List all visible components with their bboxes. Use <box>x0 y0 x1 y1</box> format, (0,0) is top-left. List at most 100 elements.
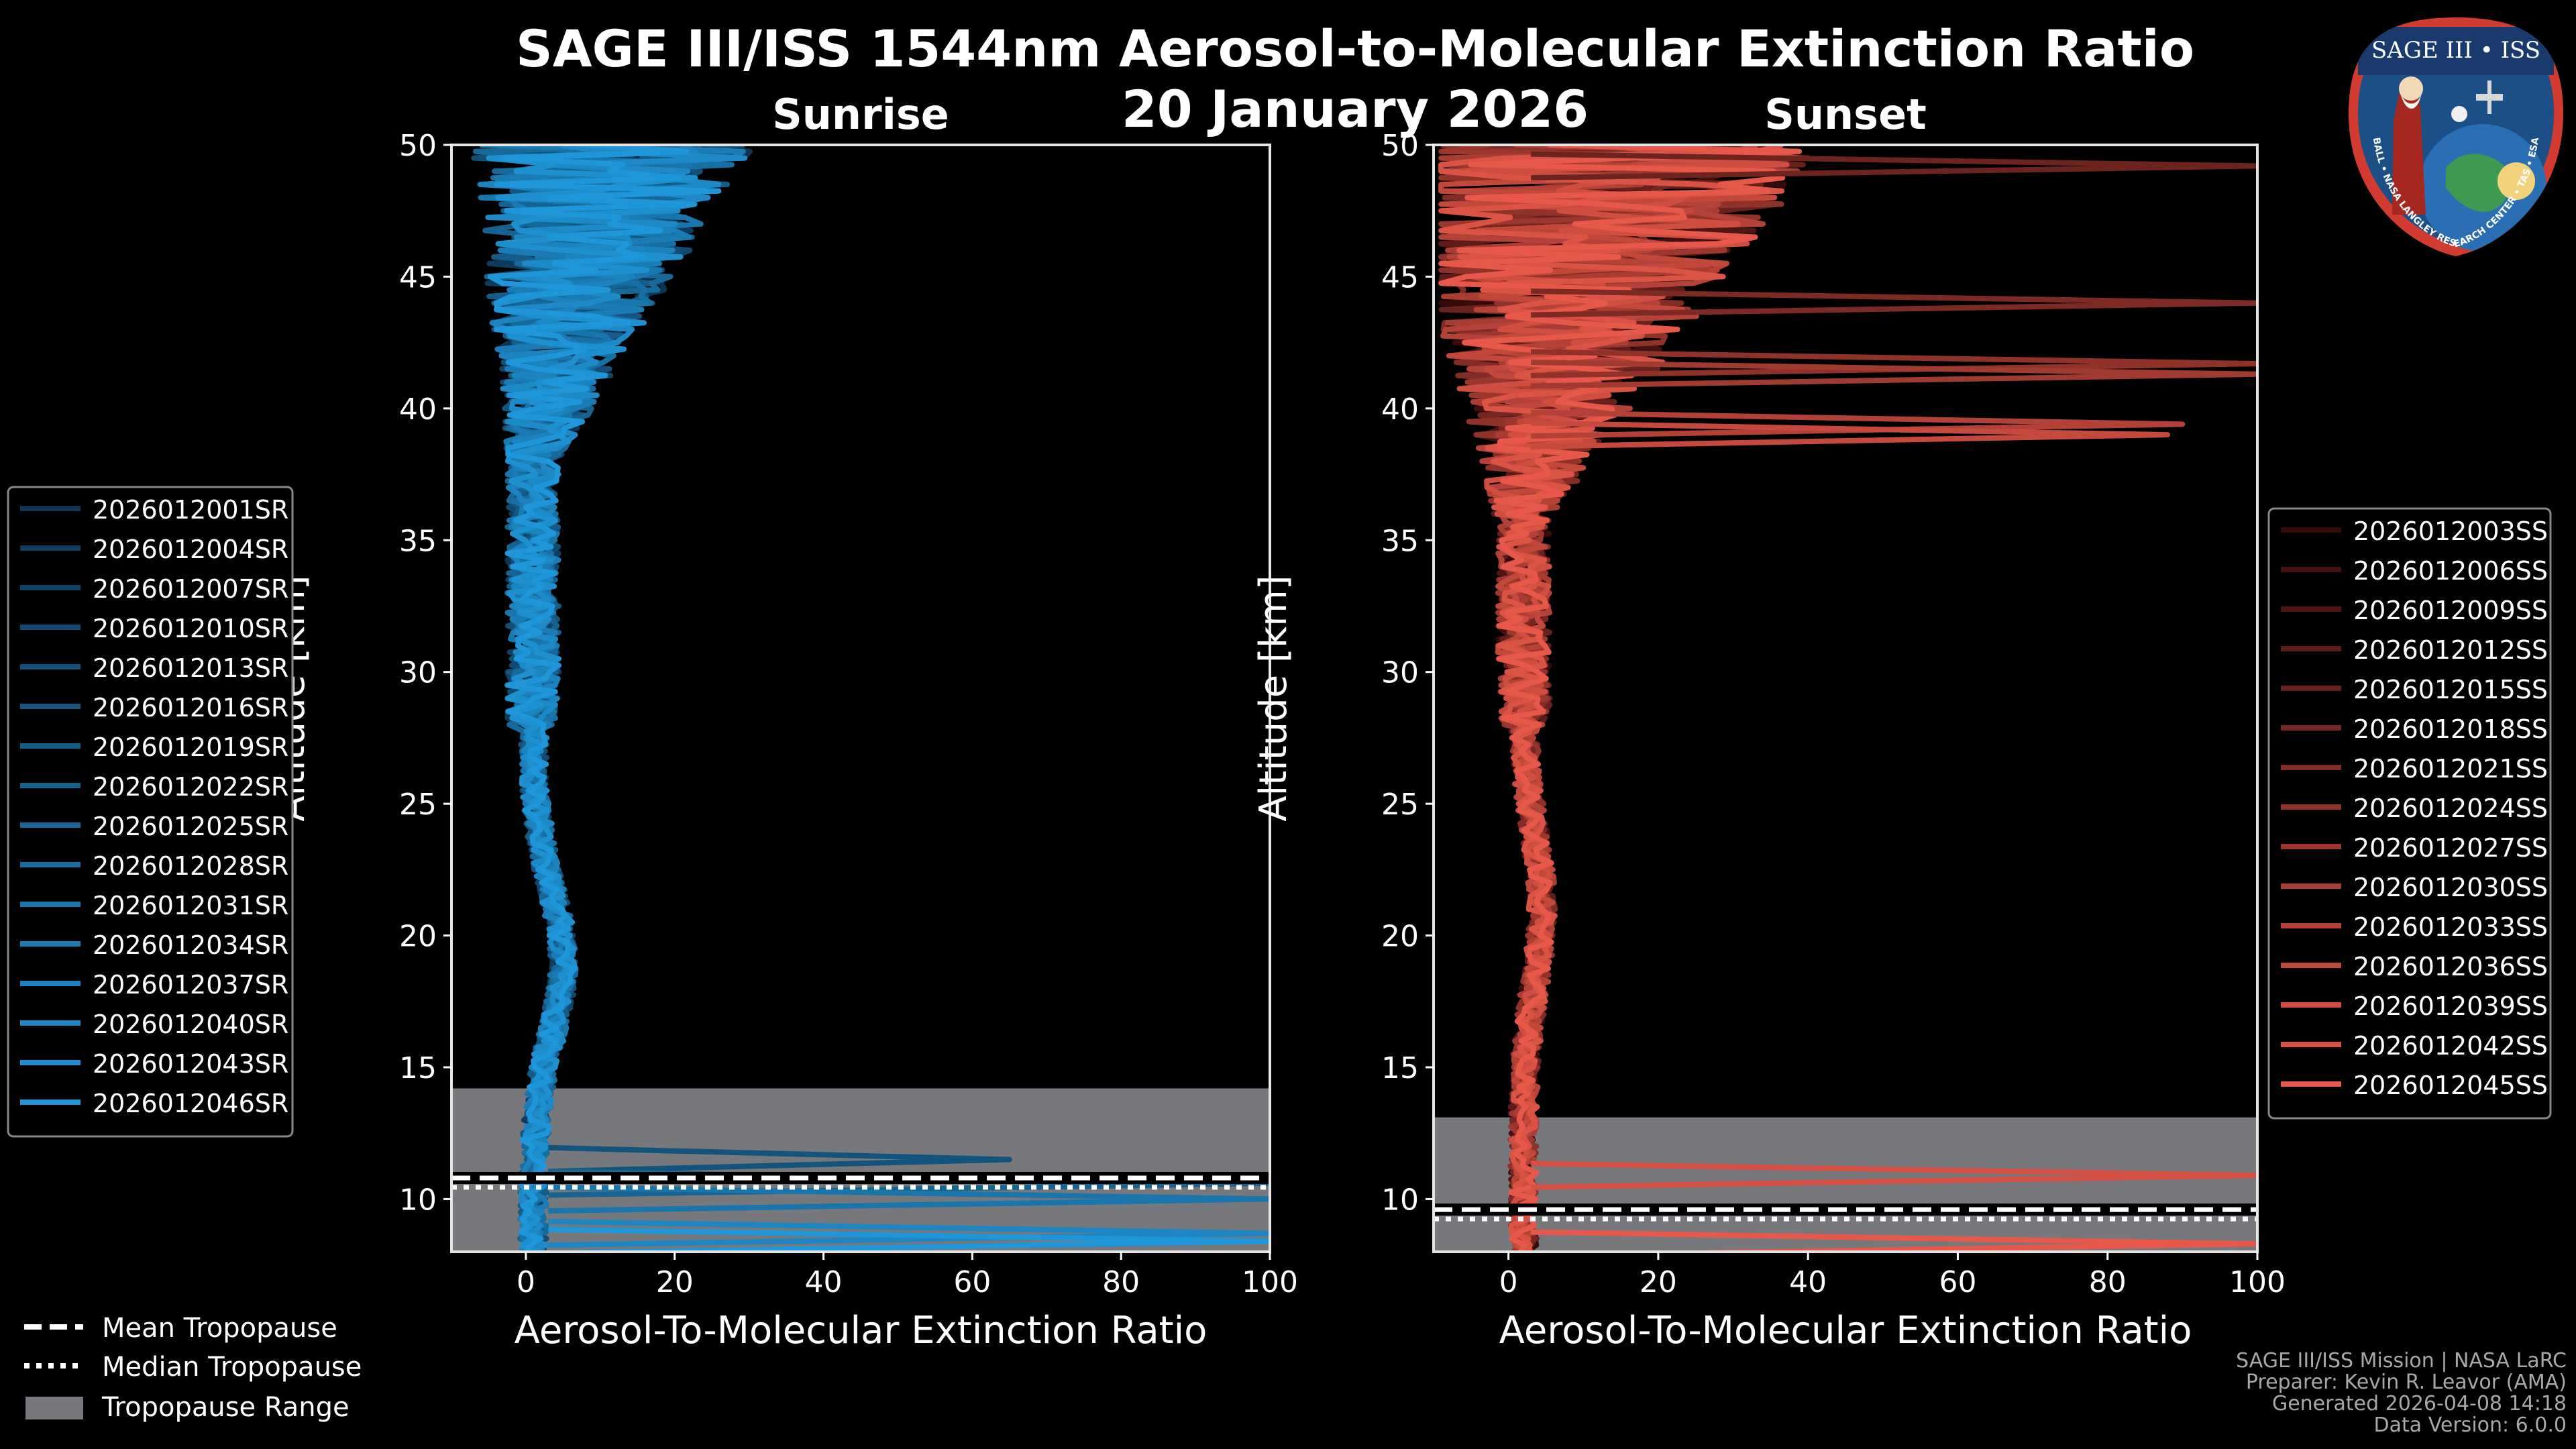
sunset-profile <box>1438 145 1784 1252</box>
footer-line2: Preparer: Kevin R. Leavor (AMA) <box>2246 1371 2567 1394</box>
sunset-y-tick-label: 10 <box>1381 1183 1419 1217</box>
sunrise-y-tick-label: 40 <box>399 392 437 427</box>
sunset-legend-label: 2026012015SS <box>2353 675 2548 704</box>
sunset-x-tick-label: 20 <box>1640 1265 1677 1299</box>
sunset-y-tick-label: 30 <box>1381 656 1419 690</box>
sunrise-panel: 0 20 40 60 80 100 10 15 20 25 30 35 40 45 50 Sunrise Aer… <box>7 90 1298 1352</box>
sunrise-y-tick-label: 25 <box>399 788 437 822</box>
sunset-legend-label: 2026012030SS <box>2353 873 2548 902</box>
sunrise-profile-spike <box>548 1218 1270 1248</box>
legend-median-label: Median Tropopause <box>102 1352 362 1383</box>
sunset-profile-spike <box>1531 288 2257 318</box>
sunrise-profile <box>486 145 698 1252</box>
sunrise-x-axis-label: Aerosol-To-Molecular Extinction Ratio <box>515 1309 1208 1352</box>
sunset-y-tick-label: 40 <box>1381 392 1419 427</box>
sunset-profile <box>1438 145 1802 1252</box>
sunrise-legend-label: 2026012028SR <box>93 851 288 881</box>
legend-mean-label: Mean Tropopause <box>102 1313 337 1344</box>
sunset-profiles <box>1438 145 2257 1252</box>
sunrise-y-tick-label: 30 <box>399 656 437 690</box>
sunrise-legend-label: 2026012013SR <box>93 653 288 683</box>
sunrise-x-tick-label: 20 <box>656 1265 694 1299</box>
mission-patch-icon: SAGE III • ISS BALL • NASA LANGLEY RESEA… <box>2349 17 2563 256</box>
sunset-x-tick-label: 60 <box>1939 1265 1976 1299</box>
sunset-y-tick-label: 45 <box>1381 260 1419 294</box>
sunrise-y-tick-label: 10 <box>399 1183 437 1217</box>
sunset-profile-spike <box>1531 1161 2257 1190</box>
sunrise-legend-label: 2026012046SR <box>93 1089 288 1118</box>
sunset-legend-label: 2026012027SS <box>2353 833 2548 863</box>
footer-line4: Data Version: 6.0.0 <box>2374 1413 2567 1437</box>
sunrise-legend-label: 2026012016SR <box>93 693 288 722</box>
sunrise-legend-box <box>7 486 294 1138</box>
sunset-legend-label: 2026012039SS <box>2353 991 2548 1021</box>
sunrise-y-tick-label: 20 <box>399 920 437 954</box>
sunrise-legend-label: 2026012025SR <box>93 812 288 841</box>
sunset-legend-label: 2026012024SS <box>2353 794 2548 823</box>
sunrise-legend: 2026012001SR 2026012004SR 2026012007SR 2026… <box>7 486 294 1138</box>
sunset-legend-label: 2026012006SS <box>2353 556 2548 586</box>
sunrise-legend-label: 2026012010SR <box>93 614 288 643</box>
sunset-y-tick-label: 35 <box>1381 524 1419 558</box>
footer-line3: Generated 2026-04-08 14:18 <box>2272 1392 2567 1415</box>
sunset-y-tick-label: 20 <box>1381 920 1419 954</box>
sunset-profile-spike <box>1531 151 2257 181</box>
sunrise-legend-label: 2026012022SR <box>93 772 288 802</box>
sunset-legend-label: 2026012018SS <box>2353 714 2548 744</box>
sunset-legend-label: 2026012036SS <box>2353 952 2548 981</box>
sunrise-x-tick-label: 100 <box>1242 1265 1298 1299</box>
sunset-profile-spike <box>1531 420 2170 449</box>
sunset-legend-label: 2026012012SS <box>2353 635 2548 665</box>
sunrise-legend-label: 2026012007SR <box>93 574 288 604</box>
sunset-y-axis-label: Altitude [km] <box>1252 575 1295 821</box>
sunset-x-tick-label: 80 <box>2089 1265 2127 1299</box>
chart-title: SAGE III/ISS 1544nm Aerosol-to-Molecular… <box>515 19 2195 78</box>
sunset-x-tick-label: 0 <box>1499 1265 1518 1299</box>
sunset-legend-label: 2026012003SS <box>2353 517 2548 546</box>
sunrise-profile <box>487 145 722 1252</box>
sunset-x-tick-label: 40 <box>1789 1265 1827 1299</box>
chart-subtitle: 20 January 2026 <box>1121 79 1589 139</box>
sunrise-legend-label: 2026012004SR <box>93 535 288 564</box>
sunset-title: Sunset <box>1764 90 1927 139</box>
footer-credits: SAGE III/ISS Mission | NASA LaRCPreparer… <box>2236 1349 2567 1437</box>
sunset-legend-label: 2026012009SS <box>2353 596 2548 625</box>
sunrise-title: Sunrise <box>772 90 949 139</box>
sunrise-x-tick-label: 60 <box>953 1265 991 1299</box>
sunrise-profiles <box>471 145 1270 1252</box>
sunset-legend: 2026012003SS 2026012006SS 2026012009SS 2026… <box>2267 507 2552 1120</box>
sunrise-y-tick-label: 45 <box>399 260 437 294</box>
sunrise-profile-spike <box>548 1184 1270 1214</box>
sunset-y-tick-label: 15 <box>1381 1051 1419 1085</box>
sunset-profile-spike <box>1531 349 2257 378</box>
sunrise-y-tick-label: 35 <box>399 524 437 558</box>
legend-range-swatch <box>25 1397 83 1419</box>
sunrise-legend-label: 2026012043SR <box>93 1049 288 1079</box>
sunset-legend-label: 2026012042SS <box>2353 1031 2548 1061</box>
sunset-panel: 0 20 40 60 80 100 10 15 20 25 30 35 40 45 50 Sunset Aero… <box>1252 90 2552 1352</box>
sunrise-profile-spike <box>548 1226 1270 1252</box>
sunrise-y-tick-label: 15 <box>399 1051 437 1085</box>
sunrise-legend-label: 2026012034SR <box>93 930 288 960</box>
sunrise-x-tick-label: 0 <box>517 1265 535 1299</box>
sunrise-x-tick-label: 40 <box>805 1265 843 1299</box>
sunset-profile-spike <box>1531 1229 2257 1252</box>
sunrise-legend-label: 2026012040SR <box>93 1010 288 1039</box>
sunset-x-axis-label: Aerosol-To-Molecular Extinction Ratio <box>1499 1309 2192 1352</box>
legend-range-label: Tropopause Range <box>101 1392 350 1423</box>
sunset-legend-label: 2026012021SS <box>2353 754 2548 784</box>
sunset-legend-label: 2026012045SS <box>2353 1071 2548 1100</box>
sunset-profile-spike <box>1531 409 2186 439</box>
sunset-y-tick-label: 25 <box>1381 788 1419 822</box>
sunrise-legend-label: 2026012001SR <box>93 495 288 525</box>
sunrise-legend-label: 2026012031SR <box>93 891 288 920</box>
sunrise-y-tick-label: 50 <box>399 129 437 163</box>
footer-line1: SAGE III/ISS Mission | NASA LaRC <box>2236 1349 2567 1373</box>
sunset-y-tick-label: 50 <box>1381 129 1419 163</box>
sunrise-legend-label: 2026012019SR <box>93 733 288 762</box>
sunset-axes-frame <box>1432 144 2259 1253</box>
sunrise-legend-label: 2026012037SR <box>93 970 288 1000</box>
sunset-profile-spike <box>1531 360 2257 389</box>
